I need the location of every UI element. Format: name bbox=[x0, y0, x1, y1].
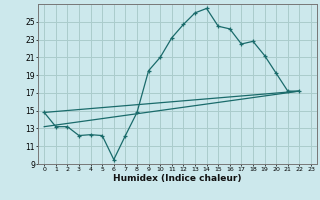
X-axis label: Humidex (Indice chaleur): Humidex (Indice chaleur) bbox=[113, 174, 242, 183]
